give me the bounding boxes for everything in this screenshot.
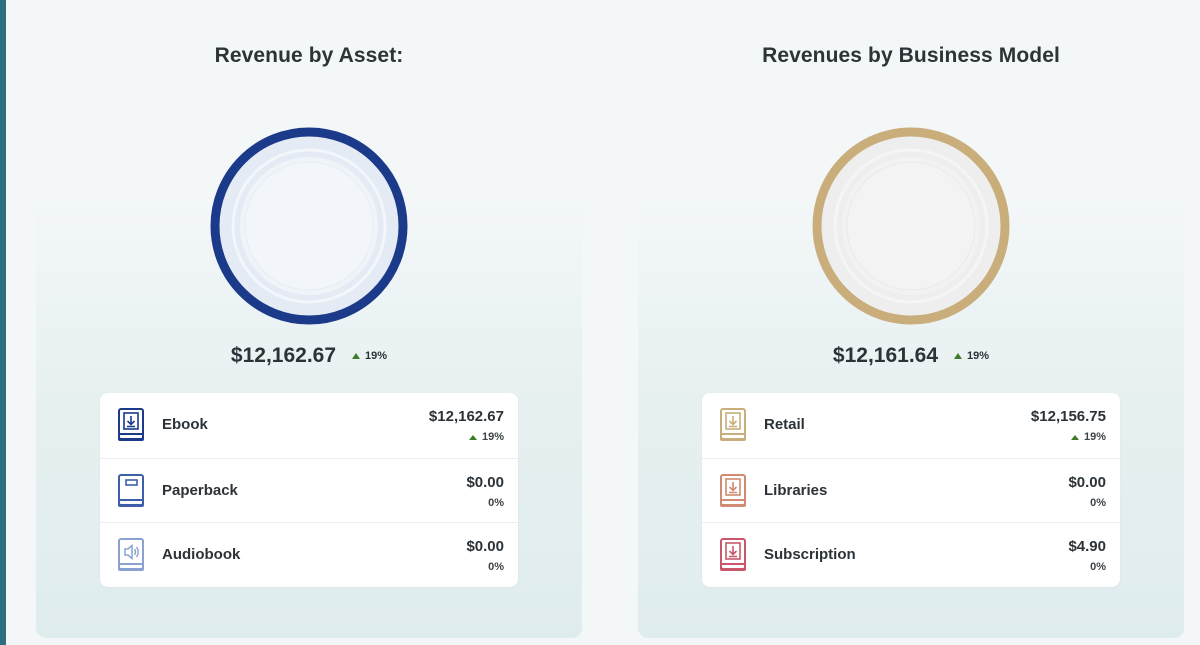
item-label: Audiobook [162, 546, 241, 564]
panel-title: Revenue by Asset: [214, 44, 404, 67]
list-item-retail[interactable]: Retail $12,156.75 19% [702, 393, 1120, 458]
subscription-download-icon [718, 537, 748, 573]
left-rail [0, 0, 6, 645]
business-model-breakdown-list: Retail $12,156.75 19% Libraries $0.00 0% [702, 393, 1120, 587]
item-amount: $0.00 [1068, 473, 1106, 491]
item-label: Paperback [162, 481, 238, 499]
total-revenue-value: $12,162.67 [230, 344, 337, 367]
libraries-download-icon [718, 473, 748, 509]
revenue-by-business-model-panel: Revenues by Business Model $12,161.64 19… [638, 0, 1184, 638]
trend-up-icon [1070, 434, 1079, 440]
item-change: 0% [1090, 561, 1106, 574]
item-change: 19% [1070, 431, 1106, 443]
item-amount: $4.90 [1068, 538, 1106, 556]
item-label: Ebook [162, 416, 208, 433]
trend-up-icon [954, 353, 963, 359]
item-amount: $0.00 [466, 473, 504, 491]
list-item-audiobook[interactable]: Audiobook $0.00 0% [100, 522, 518, 587]
list-item-subscription[interactable]: Subscription $4.90 0% [702, 522, 1120, 587]
item-change: 0% [488, 561, 504, 574]
total-change: 19% [954, 350, 989, 362]
asset-breakdown-list: Ebook $12,162.67 19% Paperback $0.00 0% [100, 393, 518, 587]
item-label: Libraries [764, 481, 828, 499]
panel-title: Revenues by Business Model [762, 44, 1060, 67]
item-amount: $0.00 [466, 538, 504, 556]
list-item-paperback[interactable]: Paperback $0.00 0% [100, 457, 518, 523]
total-revenue-value: $12,161.64 [832, 344, 939, 367]
item-change: 0% [1090, 496, 1106, 509]
asset-total: $12,162.67 19% [36, 344, 582, 368]
revenue-by-asset-panel: Revenue by Asset: $12,162.67 19% [36, 0, 582, 638]
item-change: 19% [468, 431, 504, 443]
paperback-book-icon [116, 473, 146, 509]
item-label: Retail [764, 416, 805, 433]
total-change: 19% [352, 350, 387, 362]
ebook-download-icon [116, 407, 146, 443]
list-item-libraries[interactable]: Libraries $0.00 0% [702, 457, 1120, 523]
item-label: Subscription [764, 546, 856, 564]
item-amount: $12,156.75 [1030, 408, 1106, 425]
donut-segment-ebook [210, 127, 408, 325]
business-model-total: $12,161.64 19% [638, 344, 1184, 368]
item-amount: $12,162.67 [428, 408, 504, 425]
audiobook-speaker-icon [116, 537, 146, 573]
donut-segment-retail [812, 127, 1010, 325]
trend-up-icon [468, 434, 477, 440]
business-model-donut-chart[interactable] [809, 124, 1013, 328]
item-change: 0% [488, 496, 504, 509]
asset-donut-chart[interactable] [207, 124, 411, 328]
trend-up-icon [352, 353, 361, 359]
retail-download-icon [718, 407, 748, 443]
list-item-ebook[interactable]: Ebook $12,162.67 19% [100, 393, 518, 458]
